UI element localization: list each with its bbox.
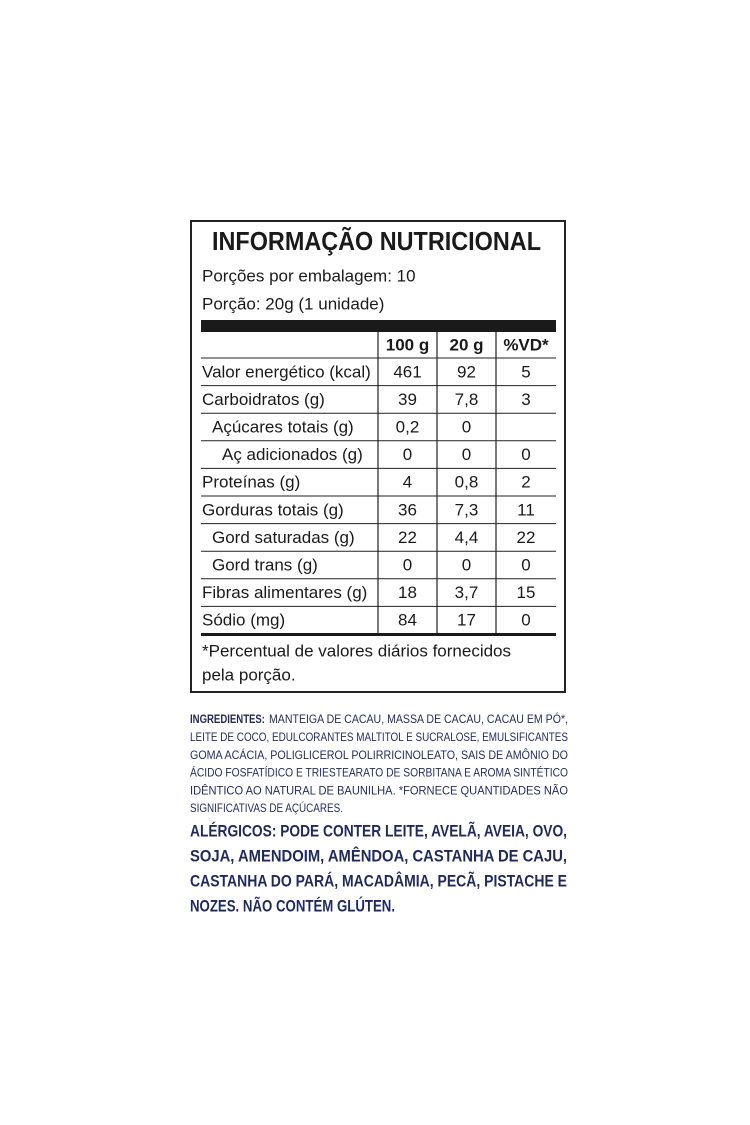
label-box <box>190 220 566 693</box>
allergens-line: SOJA, AMENDOIM, AMÊNDOA, CASTANHA DE CAJ… <box>190 846 567 865</box>
nutrient-value: 84 <box>398 611 417 630</box>
nutrient-value: 92 <box>457 362 476 381</box>
nutrient-value: 4 <box>403 473 412 492</box>
nutrient-name: Fibras alimentares (g) <box>202 583 367 602</box>
ingredients-line: IDÊNTICO AO NATURAL DE BAUNILHA. *FORNEC… <box>190 782 568 797</box>
nutrient-value: 0 <box>462 417 471 436</box>
column-header: %VD* <box>503 335 549 354</box>
nutrient-value: 0 <box>403 555 412 574</box>
ingredients-block: INGREDIENTES: MANTEIGA DE CACAU, MASSA DE… <box>190 711 568 915</box>
column-header: 100 g <box>386 335 429 354</box>
nutrient-value: 0,2 <box>396 417 420 436</box>
ingredients-label: INGREDIENTES: <box>190 712 265 726</box>
nutrient-name: Valor energético (kcal) <box>202 362 371 381</box>
allergens-line: ALÉRGICOS: PODE CONTER LEITE, AVELÃ, AVE… <box>190 820 567 840</box>
ingredients-line: MANTEIGA DE CACAU, MASSA DE CACAU, CACAU… <box>269 711 568 726</box>
nutrient-value: 22 <box>517 528 536 547</box>
allergens-line: NOZES. NÃO CONTÉM GLÚTEN. <box>190 895 395 915</box>
footnote: pela porção. <box>202 665 296 684</box>
nutrient-name: Carboidratos (g) <box>202 390 325 409</box>
nutrient-value: 0 <box>462 445 471 464</box>
ingredients-line: ÁCIDO FOSFATÍDICO E TRIESTEARATO DE SORB… <box>190 765 568 780</box>
nutrient-name: Aç adicionados (g) <box>222 445 363 464</box>
nutrition-table: 100 g 20 g %VD* Valor energético (kcal) 461 9… <box>201 332 556 634</box>
nutrient-value: 36 <box>398 500 417 519</box>
nutrient-name: Proteínas (g) <box>202 473 300 492</box>
nutrient-name: Gord saturadas (g) <box>212 528 355 547</box>
nutrient-value: 11 <box>517 500 535 519</box>
nutrient-value: 0 <box>521 445 530 464</box>
servings: Porções por embalagem: 10 <box>202 266 416 285</box>
nutrient-value: 17 <box>457 611 476 630</box>
nutrient-value: 0 <box>462 555 471 574</box>
nutrient-value: 3,7 <box>455 583 479 602</box>
thick-bar <box>201 320 556 332</box>
nutrient-name: Sódio (mg) <box>202 611 285 630</box>
nutrient-name: Gorduras totais (g) <box>202 500 344 519</box>
nutrient-value: 0 <box>521 611 530 630</box>
nutrient-name: Gord trans (g) <box>212 555 318 574</box>
footnote: *Percentual de valores diários fornecido… <box>202 641 511 660</box>
nutrient-value: 0 <box>403 445 412 464</box>
ingredients-line: SIGNIFICATIVAS DE AÇÚCARES. <box>190 800 343 815</box>
nutrient-value: 15 <box>517 583 536 602</box>
thick-rule <box>201 633 556 636</box>
nutrient-value: 22 <box>398 528 417 547</box>
serving-size: Porção: 20g (1 unidade) <box>202 294 384 313</box>
column-header: 20 g <box>449 335 483 354</box>
nutrient-value: 7,8 <box>455 390 479 409</box>
nutrient-value: 0 <box>521 555 530 574</box>
nutrient-value: 461 <box>393 362 421 381</box>
nutrient-value: 39 <box>398 390 417 409</box>
nutrient-value: 7,3 <box>455 500 479 519</box>
nutrient-name: Açúcares totais (g) <box>212 417 354 436</box>
nutrient-value: 5 <box>521 362 530 381</box>
ingredients-line: GOMA ACÁCIA, POLIGLICEROL POLIRRICINOLEA… <box>190 747 568 762</box>
nutrient-value: 0,8 <box>455 473 479 492</box>
ingredients-line: LEITE DE COCO, EDULCORANTES MALTITOL E S… <box>190 730 568 744</box>
nutrient-value: 2 <box>521 473 530 492</box>
nutrient-value: 3 <box>521 390 530 409</box>
allergens-line: CASTANHA DO PARÁ, MACADÂMIA, PECÃ, PISTA… <box>190 870 567 890</box>
label-title: INFORMAÇÃO NUTRICIONAL <box>212 226 541 256</box>
nutrient-value: 4,4 <box>455 528 479 547</box>
nutrient-value: 18 <box>398 583 417 602</box>
